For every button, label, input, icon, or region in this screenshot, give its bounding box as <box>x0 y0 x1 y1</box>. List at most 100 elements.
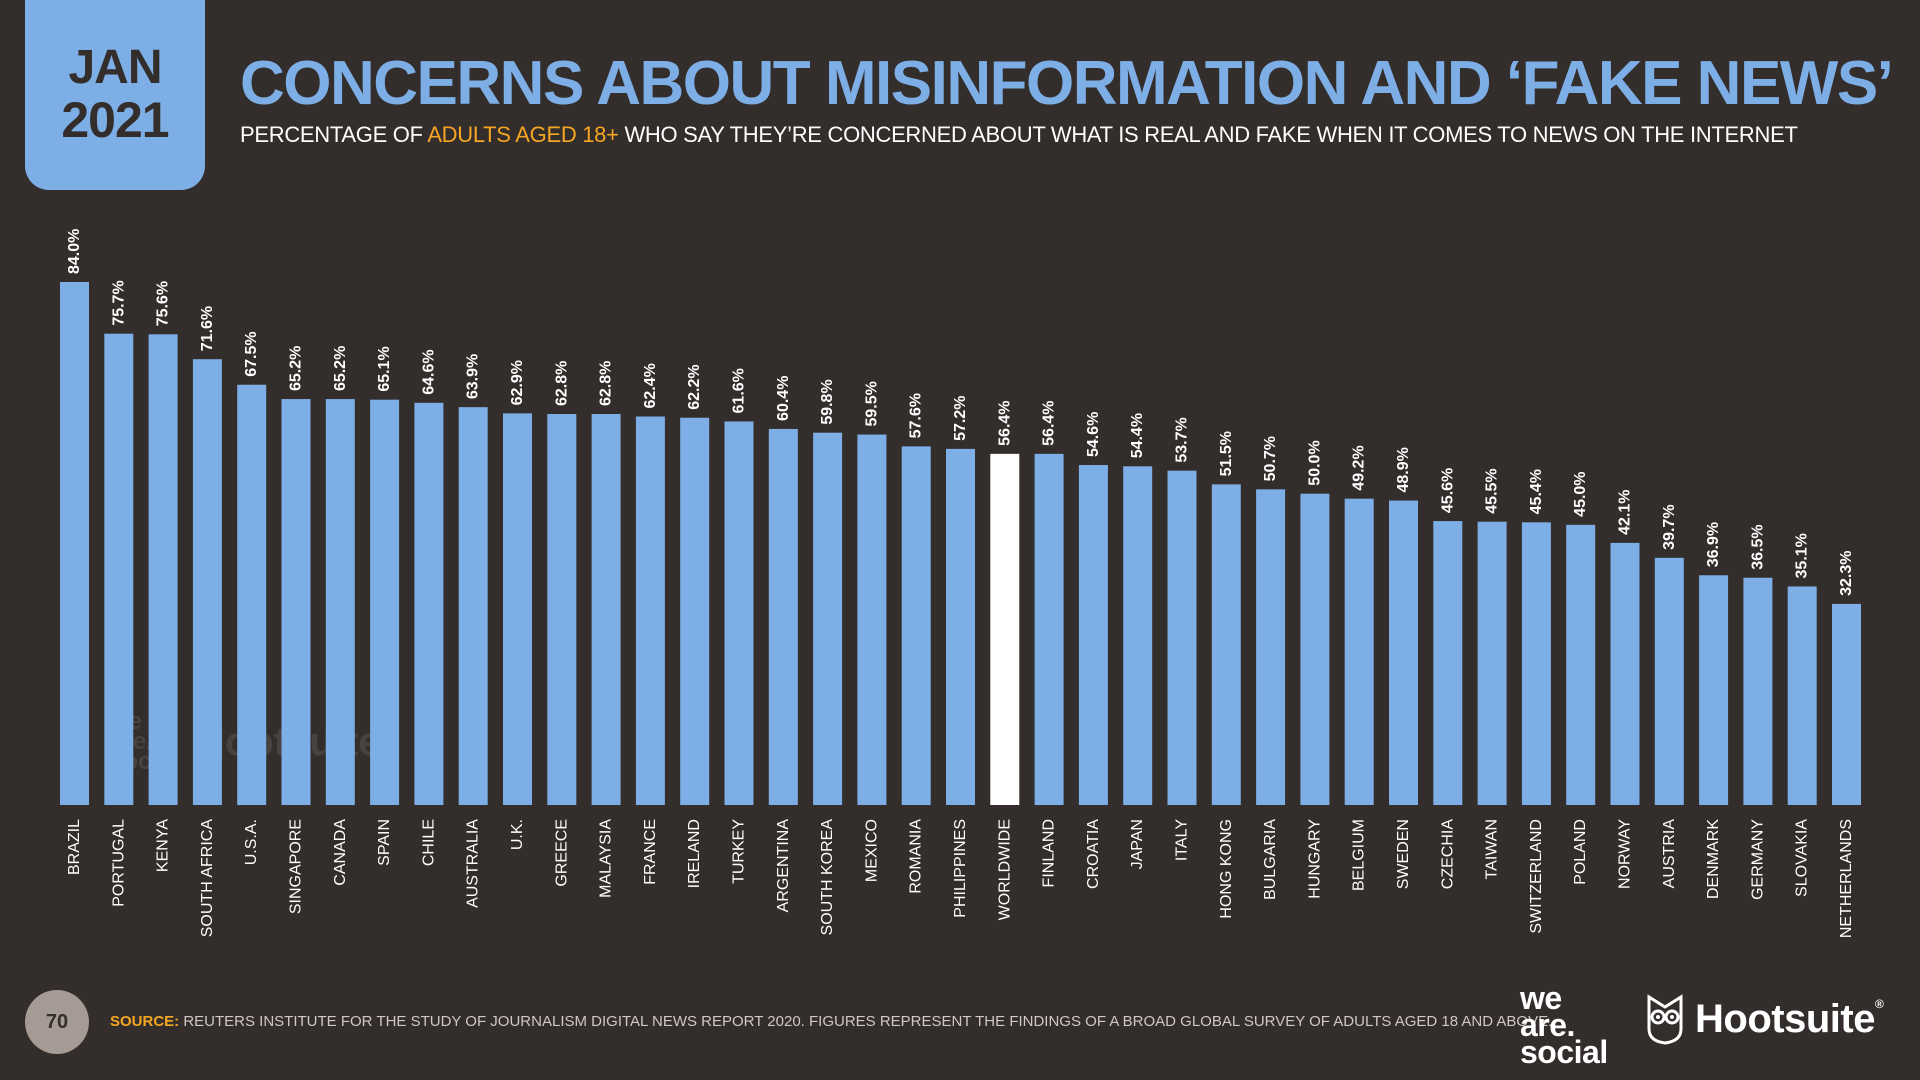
bar-finland <box>1034 453 1064 805</box>
bar-malaysia <box>591 413 621 805</box>
value-label: 65.1% <box>376 346 393 391</box>
category-label: AUSTRALIA <box>465 819 482 908</box>
bar-south-africa <box>192 359 222 805</box>
category-label: CROATIA <box>1085 819 1102 889</box>
value-label: 62.2% <box>686 364 703 409</box>
logo-was-line-1: we <box>1520 980 1562 1016</box>
date-year: 2021 <box>61 92 169 148</box>
bar-romania <box>901 446 931 805</box>
hootsuite-wordmark-text: Hootsuite <box>1695 996 1875 1041</box>
category-label: IRELAND <box>686 819 703 888</box>
bar-switzerland <box>1521 522 1551 805</box>
date-month: JAN <box>68 41 162 94</box>
value-label: 62.8% <box>598 361 615 406</box>
category-label: HONG KONG <box>1218 819 1235 919</box>
value-label: 75.7% <box>110 280 127 325</box>
value-label: 36.9% <box>1705 522 1722 567</box>
value-label: 32.3% <box>1838 551 1855 596</box>
category-label: U.K. <box>509 819 526 850</box>
bar-philippines <box>946 448 975 805</box>
bar-bulgaria <box>1256 489 1286 805</box>
source-note: SOURCE: REUTERS INSTITUTE FOR THE STUDY … <box>110 1013 1552 1030</box>
category-label: CHILE <box>420 819 437 866</box>
category-label: NETHERLANDS <box>1838 819 1855 938</box>
bar-portugal <box>104 333 134 805</box>
bar-greece <box>547 413 577 805</box>
category-label: CANADA <box>332 819 349 886</box>
value-label: 62.4% <box>642 363 659 408</box>
category-label: ROMANIA <box>908 819 925 894</box>
logo-was-line-3: social <box>1520 1034 1608 1070</box>
value-label: 48.9% <box>1395 447 1412 492</box>
bar-worldwide <box>990 453 1020 805</box>
bar-u-s-a <box>237 384 267 805</box>
bar-czechia <box>1433 521 1463 805</box>
owl-icon <box>1647 994 1683 1045</box>
category-label: AUSTRIA <box>1661 819 1678 889</box>
hootsuite-wordmark: Hootsuite® <box>1695 996 1884 1042</box>
bar-chart: 84.0% BRAZIL 75.7% PORTUGAL 75.6% KENYA 71.6% S… <box>60 229 1861 938</box>
value-label: 49.2% <box>1351 445 1368 490</box>
value-label: 45.6% <box>1439 468 1456 513</box>
bar-sweden <box>1389 500 1418 805</box>
bar-austria <box>1654 557 1684 805</box>
value-label: 45.0% <box>1572 471 1589 516</box>
bar-mexico <box>857 434 887 805</box>
bar-canada <box>325 399 355 805</box>
bar-france <box>635 416 665 805</box>
page-subtitle: PERCENTAGE OF ADULTS AGED 18+ WHO SAY TH… <box>240 122 1798 148</box>
registered-mark: ® <box>1874 996 1884 1011</box>
value-label: 64.6% <box>420 349 437 394</box>
bar-japan <box>1123 466 1153 805</box>
value-label: 51.5% <box>1218 431 1235 476</box>
category-label: BULGARIA <box>1262 819 1279 900</box>
bar-hungary <box>1300 493 1330 805</box>
bar-hong-kong <box>1211 484 1241 805</box>
category-label: ITALY <box>1174 819 1191 861</box>
category-label: PORTUGAL <box>110 819 127 907</box>
bar-australia <box>458 407 488 805</box>
category-label: JAPAN <box>1129 819 1146 869</box>
category-label: TAIWAN <box>1484 819 1501 879</box>
value-label: 84.0% <box>66 229 83 274</box>
bar-poland <box>1566 524 1596 805</box>
bar-slovakia <box>1787 586 1817 805</box>
category-label: SWITZERLAND <box>1528 819 1545 934</box>
value-label: 50.7% <box>1262 436 1279 481</box>
value-label: 59.8% <box>819 379 836 424</box>
bar-spain <box>370 399 400 805</box>
bar-argentina <box>768 428 798 805</box>
category-label: TURKEY <box>731 819 748 884</box>
value-label: 75.6% <box>155 281 172 326</box>
value-label: 60.4% <box>775 376 792 421</box>
source-label: SOURCE: <box>110 1013 180 1030</box>
hootsuite-logo: Hootsuite® <box>1645 993 1884 1045</box>
value-label: 61.6% <box>731 368 748 413</box>
bar-norway <box>1610 542 1640 805</box>
bar-croatia <box>1078 465 1108 805</box>
value-label: 59.5% <box>863 381 880 426</box>
category-label: HUNGARY <box>1306 819 1323 899</box>
bar-singapore <box>281 399 311 805</box>
category-label: BELGIUM <box>1351 819 1368 891</box>
bar-netherlands <box>1832 603 1861 805</box>
page-title: CONCERNS ABOUT MISINFORMATION AND ‘FAKE … <box>240 49 1894 118</box>
subtitle-highlight: ADULTS AGED 18+ <box>427 122 619 147</box>
value-label: 65.2% <box>332 346 349 391</box>
value-label: 57.6% <box>908 393 925 438</box>
category-label: POLAND <box>1572 819 1589 885</box>
category-label: MEXICO <box>863 819 880 882</box>
category-label: SOUTH KOREA <box>819 819 836 936</box>
category-label: U.S.A. <box>243 819 260 865</box>
category-label: SOUTH AFRICA <box>199 819 216 938</box>
logo-was-line-2: are. <box>1520 1007 1575 1043</box>
category-label: ARGENTINA <box>775 819 792 913</box>
value-label: 45.4% <box>1528 469 1545 514</box>
value-label: 56.4% <box>1041 400 1058 445</box>
value-label: 54.4% <box>1129 413 1146 458</box>
category-label: DENMARK <box>1705 819 1722 899</box>
value-label: 63.9% <box>465 354 482 399</box>
value-label: 56.4% <box>996 400 1013 445</box>
value-label: 35.1% <box>1794 533 1811 578</box>
subtitle-pre: PERCENTAGE OF <box>240 122 428 147</box>
